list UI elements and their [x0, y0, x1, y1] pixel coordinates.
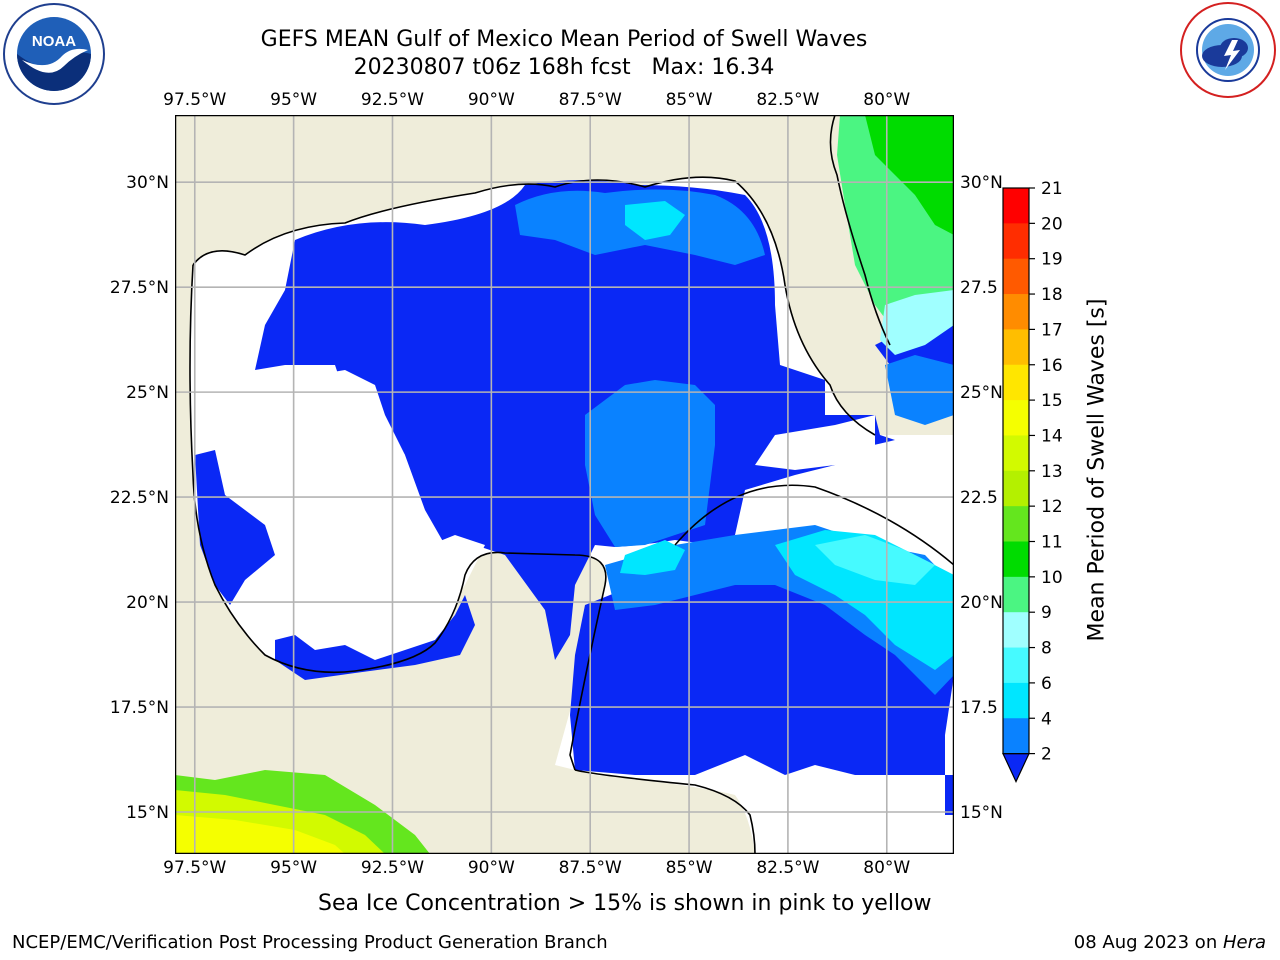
footer-left: NCEP/EMC/Verification Post Processing Pr…: [12, 932, 608, 953]
colorbar-tick-label: 21: [1041, 180, 1063, 199]
sea-ice-caption: Sea Ice Concentration > 15% is shown in …: [318, 891, 932, 916]
lon-tick-label: 97.5°W: [163, 90, 226, 110]
swell-2-4s-west: [195, 450, 275, 605]
swell-2-4s-east-edge: [945, 775, 954, 815]
colorbar-band: [1003, 435, 1029, 472]
chart-title: GEFS MEAN Gulf of Mexico Mean Period of …: [260, 27, 868, 52]
lat-tick-label-right: 20°N: [960, 593, 1003, 613]
colorbar-tick-label: 20: [1041, 214, 1063, 234]
lat-tick-label-right: 15°N: [960, 803, 1003, 823]
lon-tick-label: 80°W: [863, 858, 910, 878]
colorbar-band: [1003, 647, 1029, 684]
chart-subtitle: 20230807 t06z 168h fcst Max: 16.34: [353, 55, 775, 80]
colorbar-tick-label: 16: [1041, 356, 1063, 376]
footer-right: 08 Aug 2023 on Hera: [1074, 932, 1266, 953]
top-lon-ticks: 97.5°W 95°W 92.5°W 90°W 87.5°W 85°W 82.5°W 80°W: [163, 90, 910, 110]
colorbar-tick-label: 11: [1041, 533, 1063, 553]
swell-9-10s-atlantic: [880, 290, 954, 355]
noaa-logo-icon: NOAA: [3, 3, 105, 105]
colorbar-band: [1003, 188, 1029, 224]
colorbar-tick-label: 10: [1041, 568, 1063, 588]
map-frame: [175, 115, 954, 854]
lat-tick-label-right: 27.5: [960, 278, 998, 298]
gridlines: [175, 115, 954, 854]
swell-pacific-light-yellow: [175, 815, 345, 854]
lon-tick-label: 97.5°W: [163, 858, 226, 878]
left-lat-ticks: 30°N 27.5°N 25°N 22.5°N 20°N 17.5°N 15°N: [110, 173, 169, 823]
lat-tick-label-left: 15°N: [126, 803, 169, 823]
lon-tick-label: 92.5°W: [361, 90, 424, 110]
lon-tick-label: 80°W: [863, 90, 910, 110]
lat-tick-label-left: 30°N: [126, 173, 169, 193]
lon-tick-label: 90°W: [468, 858, 515, 878]
lat-tick-label-left: 20°N: [126, 593, 169, 613]
colorbar-band: [1003, 400, 1029, 436]
colorbar-band: [1003, 294, 1029, 330]
colorbar-tick-label: 12: [1041, 497, 1063, 517]
lat-tick-label-right: 17.5: [960, 698, 998, 718]
right-lat-ticks: 30°N 27.5 25°N 22.5 20°N 17.5 15°N: [960, 173, 1003, 823]
lon-tick-label: 90°W: [468, 90, 515, 110]
colorbar-band: [1003, 223, 1029, 260]
colorbar-tick-label: 6: [1041, 674, 1052, 694]
swell-8-9s-caribbean: [815, 535, 935, 585]
colorbar-band: [1003, 541, 1029, 578]
lon-tick-label: 82.5°W: [756, 858, 819, 878]
lon-tick-label: 85°W: [666, 858, 713, 878]
colorbar-tick-label: 4: [1041, 709, 1052, 729]
swell-4-6s-central: [585, 380, 715, 547]
lon-tick-label: 85°W: [666, 90, 713, 110]
swell-2-4s-gulf: [255, 180, 895, 660]
colorbar-tick-label: 14: [1041, 426, 1063, 446]
lat-tick-label-left: 27.5°N: [110, 278, 169, 298]
colorbar-band: [1003, 329, 1029, 366]
lat-tick-label-left: 17.5°N: [110, 698, 169, 718]
colorbar-band: [1003, 576, 1029, 613]
colorbar-band: [1003, 612, 1029, 649]
footer-date: 08 Aug 2023 on: [1073, 932, 1223, 953]
colorbar-tick-label: 8: [1041, 639, 1052, 659]
colorbar-tick-label: 18: [1041, 285, 1063, 305]
colorbar: 2 4 6 8 9 10 11 12 13 14 15 16 17 18 19 20 21: [1002, 180, 1063, 784]
colorbar-band: [1003, 364, 1029, 401]
lon-tick-label: 95°W: [270, 858, 317, 878]
coastlines: [189, 115, 954, 854]
colorbar-tick-label: 15: [1041, 391, 1063, 411]
colorbar-band: [1003, 682, 1029, 719]
colorbar-extension: [1002, 753, 1030, 784]
lon-tick-label: 95°W: [270, 90, 317, 110]
colorbar-tick-label: 9: [1041, 603, 1052, 623]
blotch-west-gulf: [255, 370, 405, 595]
lat-tick-label-right: 22.5: [960, 488, 998, 508]
noaa-logo-text: NOAA: [32, 33, 76, 50]
lon-tick-label: 87.5°W: [559, 858, 622, 878]
swell-2-4s-southwest: [275, 595, 475, 680]
lon-tick-label: 82.5°W: [756, 90, 819, 110]
colorbar-tick-label: 2: [1041, 745, 1052, 765]
lat-tick-label-right: 25°N: [960, 383, 1003, 403]
colorbar-tick-label: 19: [1041, 250, 1063, 270]
lon-tick-label: 87.5°W: [559, 90, 622, 110]
lat-tick-label-left: 22.5°N: [110, 488, 169, 508]
colorbar-band: [1003, 718, 1029, 755]
gulf-of-mexico-map: [175, 115, 954, 854]
bottom-lon-ticks: 97.5°W 95°W 92.5°W 90°W 87.5°W 85°W 82.5°W 80°W: [163, 858, 910, 878]
blotch-yucatan-north: [755, 415, 875, 470]
colorbar-tick-label: 13: [1041, 462, 1063, 482]
colorbar-band: [1003, 258, 1029, 295]
lat-tick-label-left: 25°N: [126, 383, 169, 403]
lat-tick-label-right: 30°N: [960, 173, 1003, 193]
swell-6-8s-north: [625, 201, 685, 240]
colorbar-tick-label: 17: [1041, 320, 1063, 340]
swell-6-8s-yucatan: [620, 540, 685, 575]
nws-logo-icon: [1180, 2, 1276, 98]
swell-4-6s-east: [885, 355, 954, 425]
lon-tick-label: 92.5°W: [361, 858, 424, 878]
colorbar-band: [1003, 506, 1029, 542]
colorbar-band: [1003, 470, 1029, 507]
colorbar-label: Mean Period of Swell Waves [s]: [1084, 298, 1110, 642]
footer-host: Hera: [1222, 932, 1266, 953]
